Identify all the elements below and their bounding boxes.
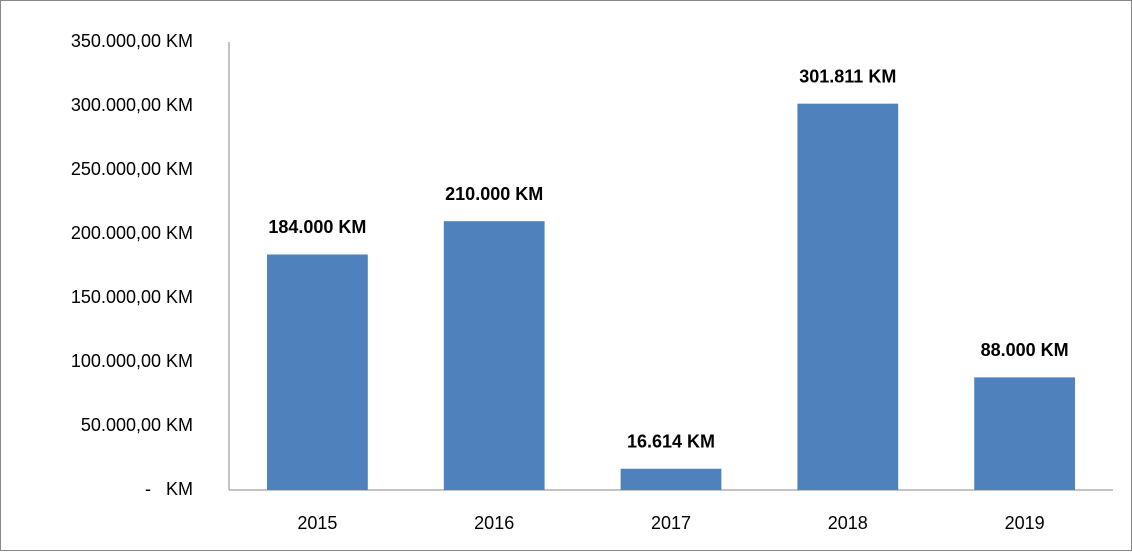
bar bbox=[443, 221, 545, 490]
y-tick-label: 150.000,00 KM bbox=[71, 287, 193, 307]
y-tick-label: 50.000,00 KM bbox=[81, 415, 193, 435]
bar bbox=[797, 103, 899, 491]
value-label: 16.614 KM bbox=[627, 431, 715, 451]
y-tick-label: 200.000,00 KM bbox=[71, 223, 193, 243]
bar bbox=[620, 468, 722, 490]
y-tick-label: 250.000,00 KM bbox=[71, 159, 193, 179]
bar bbox=[267, 254, 368, 490]
x-tick-label: 2019 bbox=[1005, 513, 1045, 533]
x-tick-label: 2016 bbox=[474, 513, 514, 533]
value-label: 210.000 KM bbox=[445, 184, 543, 204]
y-tick-label: 300.000,00 KM bbox=[71, 95, 193, 115]
y-tick-label: 350.000,00 KM bbox=[71, 31, 193, 51]
value-label: 184.000 KM bbox=[268, 217, 366, 237]
x-tick-label: 2018 bbox=[828, 513, 868, 533]
y-tick-label: 100.000,00 KM bbox=[71, 351, 193, 371]
y-tick-label: - KM bbox=[145, 479, 193, 499]
x-tick-label: 2015 bbox=[297, 513, 337, 533]
x-tick-label: 2017 bbox=[651, 513, 691, 533]
value-label: 88.000 KM bbox=[981, 340, 1069, 360]
bar bbox=[974, 377, 1075, 490]
value-label: 301.811 KM bbox=[799, 66, 896, 86]
